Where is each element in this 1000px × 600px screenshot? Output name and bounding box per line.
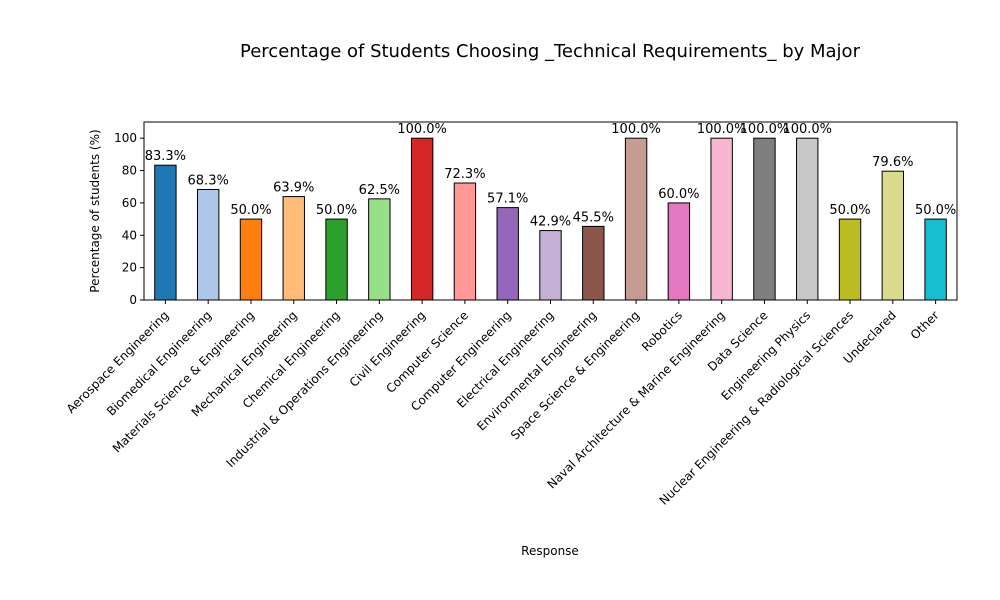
bar bbox=[710, 137, 733, 301]
bar bbox=[796, 137, 819, 301]
data-label: 100.0% bbox=[397, 122, 447, 137]
x-tick-label: Other bbox=[908, 308, 942, 342]
chart-title: Percentage of Students Choosing _Technic… bbox=[240, 41, 861, 62]
y-tick-label: 0 bbox=[129, 293, 137, 307]
data-label: 100.0% bbox=[611, 122, 661, 137]
bar bbox=[838, 218, 862, 301]
bar bbox=[924, 218, 947, 301]
bars-group bbox=[154, 137, 947, 301]
data-label: 72.3% bbox=[444, 167, 485, 182]
y-tick-label: 100 bbox=[114, 131, 137, 145]
bar bbox=[453, 182, 477, 301]
x-tick-label: Civil Engineering bbox=[347, 308, 429, 390]
bar bbox=[496, 207, 519, 301]
bar bbox=[282, 196, 305, 301]
x-tick-label: Computer Science bbox=[383, 308, 471, 396]
bar bbox=[539, 230, 562, 301]
bar bbox=[582, 225, 605, 301]
plot-frame bbox=[143, 121, 958, 301]
data-label: 63.9% bbox=[273, 181, 314, 196]
y-tick-label: 80 bbox=[122, 164, 137, 178]
y-tick-label: 40 bbox=[122, 228, 137, 242]
bar bbox=[667, 202, 691, 301]
data-label: 100.0% bbox=[782, 122, 832, 137]
x-tick-label: Nuclear Engineering & Radiological Scien… bbox=[657, 308, 857, 508]
data-label: 100.0% bbox=[697, 122, 747, 137]
bar bbox=[368, 198, 391, 301]
data-label: 68.3% bbox=[188, 173, 229, 188]
bar bbox=[239, 218, 263, 301]
data-label: 83.3% bbox=[145, 149, 186, 164]
bar bbox=[325, 218, 348, 301]
data-label: 50.0% bbox=[829, 203, 870, 218]
data-label: 62.5% bbox=[359, 183, 400, 198]
data-label: 60.0% bbox=[658, 187, 699, 202]
data-label: 50.0% bbox=[316, 203, 357, 218]
bar bbox=[410, 137, 434, 301]
y-tick-label: 60 bbox=[122, 196, 137, 210]
data-label: 42.9% bbox=[530, 215, 571, 230]
data-label: 45.5% bbox=[573, 210, 614, 225]
data-label: 79.6% bbox=[872, 155, 913, 170]
data-label: 57.1% bbox=[487, 192, 528, 207]
bar bbox=[753, 137, 776, 301]
data-labels: 83.3%68.3%50.0%63.9%50.0%62.5%100.0%72.3… bbox=[145, 122, 957, 229]
data-label: 50.0% bbox=[230, 203, 271, 218]
x-axis-label: Response bbox=[521, 544, 579, 558]
bar bbox=[154, 164, 177, 301]
bar bbox=[196, 188, 220, 301]
bar bbox=[881, 170, 905, 301]
bar bbox=[624, 137, 648, 301]
data-label: 100.0% bbox=[740, 122, 790, 137]
data-label: 50.0% bbox=[915, 203, 956, 218]
y-tick-label: 20 bbox=[122, 261, 137, 275]
y-tick-labels: 0 20 40 60 80 100 bbox=[114, 131, 144, 307]
y-axis-label: Percentage of students (%) bbox=[88, 129, 102, 292]
x-tick-label: Industrial & Operations Engineering bbox=[223, 308, 385, 470]
